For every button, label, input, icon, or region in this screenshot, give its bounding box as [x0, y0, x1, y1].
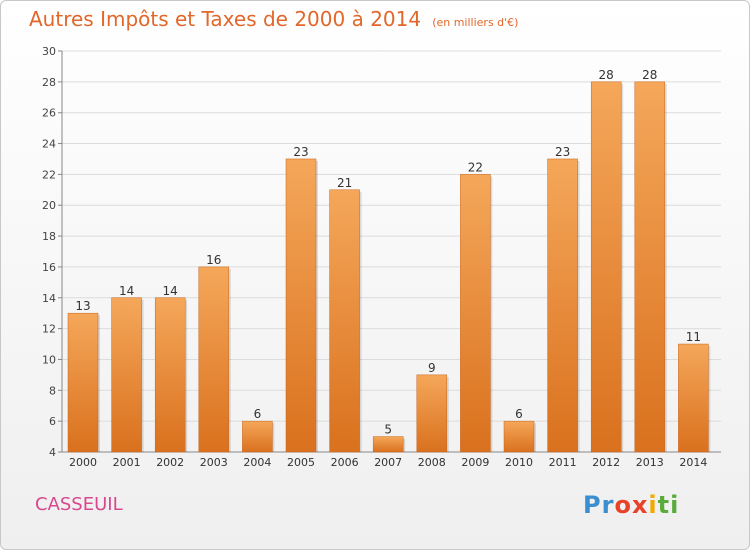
town-name: CASSEUIL — [35, 494, 123, 515]
data-label: 22 — [468, 160, 483, 174]
x-tick-label: 2008 — [418, 456, 446, 469]
bar-2005 — [285, 158, 317, 453]
y-tick-label: 16 — [42, 261, 56, 274]
chart-subtitle: (en milliers d'€) — [432, 16, 519, 29]
y-tick-label: 12 — [42, 323, 56, 336]
logo-letter: i — [648, 491, 658, 519]
x-tick-label: 2003 — [200, 456, 228, 469]
data-label: 14 — [119, 284, 134, 298]
x-tick-label: 2006 — [331, 456, 359, 469]
x-tick-label: 2000 — [69, 456, 97, 469]
bar-2013 — [634, 81, 666, 453]
bar-2004 — [242, 420, 273, 453]
data-label: 21 — [337, 176, 352, 190]
bar-2000 — [67, 312, 99, 453]
proxiti-logo[interactable]: Proxiti — [583, 491, 679, 519]
bar-2002 — [154, 297, 186, 453]
y-tick-label: 24 — [42, 138, 56, 151]
bars — [67, 81, 711, 453]
data-label: 13 — [75, 299, 90, 313]
x-tick-label: 2010 — [505, 456, 533, 469]
x-tick-label: 2004 — [243, 456, 271, 469]
data-label: 6 — [254, 407, 262, 421]
bar-2014 — [678, 343, 709, 453]
x-tick-label: 2002 — [156, 456, 184, 469]
y-tick-label: 6 — [49, 415, 56, 428]
x-tick-label: 2012 — [592, 456, 620, 469]
y-tick-label: 30 — [42, 45, 56, 58]
logo-letter: x — [631, 491, 649, 519]
y-tick-label: 14 — [42, 292, 56, 305]
logo-letter: P — [583, 491, 602, 519]
x-tick-label: 2005 — [287, 456, 315, 469]
x-tick-label: 2013 — [636, 456, 664, 469]
bar-2012 — [590, 81, 622, 453]
logo-letter: t — [657, 491, 671, 519]
bar-2006 — [329, 189, 360, 453]
y-tick-label: 26 — [42, 107, 56, 120]
data-label: 23 — [293, 145, 308, 159]
data-label: 28 — [642, 68, 657, 82]
axes: 4 6 8 10 12 14 16 18 20 22 24 26 28 30 2000 2001 2002 200… — [42, 45, 721, 469]
x-tick-label: 2007 — [374, 456, 402, 469]
y-tick-label: 18 — [42, 230, 56, 243]
bar-2007 — [372, 436, 404, 453]
title-block: Autres Impôts et Taxes de 2000 à 2014 (e… — [29, 7, 518, 31]
bar-2001 — [111, 297, 142, 453]
x-tick-label: 2011 — [549, 456, 577, 469]
logo-letter: i — [670, 491, 680, 519]
y-tick-label: 4 — [49, 446, 56, 459]
data-label: 14 — [163, 284, 178, 298]
bar-2011 — [547, 158, 578, 453]
data-label: 5 — [384, 423, 392, 437]
x-tick-label: 2001 — [113, 456, 141, 469]
logo-letter: r — [601, 491, 615, 519]
y-tick-label: 10 — [42, 353, 56, 366]
data-label: 11 — [686, 330, 701, 344]
bar-2009 — [460, 174, 491, 453]
y-tick-label: 20 — [42, 199, 56, 212]
data-label: 16 — [206, 253, 221, 267]
chart-title: Autres Impôts et Taxes de 2000 à 2014 — [29, 7, 422, 31]
data-label: 28 — [599, 68, 614, 82]
x-tick-label: 2009 — [461, 456, 489, 469]
y-tick-label: 22 — [42, 168, 56, 181]
data-label: 9 — [428, 361, 436, 375]
y-tick-label: 28 — [42, 76, 56, 89]
y-tick-label: 8 — [49, 384, 56, 397]
logo-letter: o — [614, 491, 632, 519]
bar-2003 — [198, 266, 230, 453]
data-label: 23 — [555, 145, 570, 159]
data-labels: 13 14 14 16 6 23 21 5 9 22 6 23 28 28 11 — [75, 68, 701, 437]
x-tick-label: 2014 — [679, 456, 707, 469]
data-label: 6 — [515, 407, 523, 421]
bar-2010 — [503, 420, 535, 453]
bar-2008 — [416, 374, 448, 453]
